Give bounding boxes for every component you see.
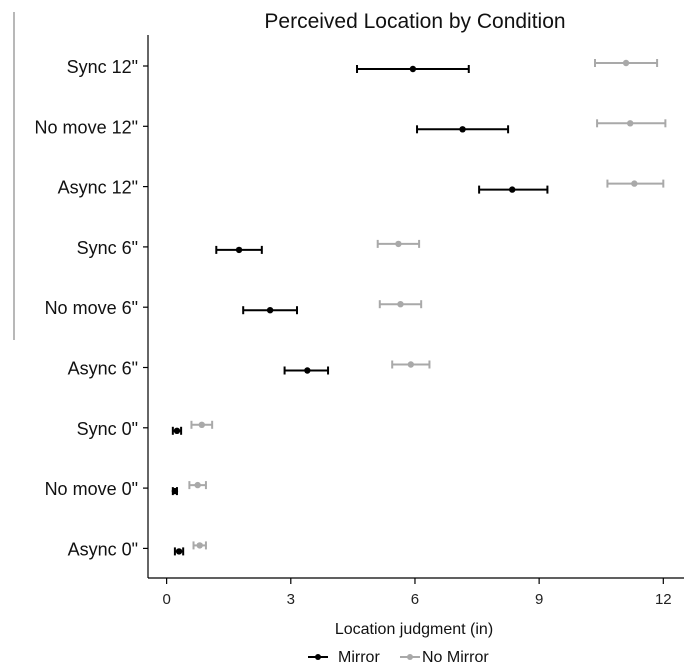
no-mirror-point [622, 59, 630, 67]
mirror-point [266, 307, 274, 314]
mirror-point [304, 367, 311, 374]
no-mirror-point [395, 240, 402, 248]
plot-area: Sync 12" No move 12" Async 12" Sync 6" No mo… [35, 35, 684, 608]
legend-item-no-mirror: No Mirror [400, 649, 489, 666]
no-mirror-point [196, 542, 203, 549]
mirror-errorbar-group [283, 366, 330, 375]
category-label: Async 0" [68, 539, 138, 559]
category-labels: Sync 12" No move 12" Async 12" Sync 6" No mo… [35, 57, 148, 559]
x-tick-label: 6 [411, 591, 419, 608]
x-axis-title: Location judgment (in) [335, 621, 493, 638]
x-tick-label: 9 [535, 591, 543, 608]
x-axis-ticks: 0 3 6 9 12 [162, 578, 672, 608]
no-mirror-legend-marker [407, 654, 413, 660]
category-label: No move 0" [45, 479, 138, 499]
category-label: Async 12" [58, 178, 138, 198]
no-mirror-legend-label: No Mirror [422, 649, 489, 666]
mirror-errorbar-group [242, 306, 299, 315]
no-mirror-errorbar-group [188, 481, 207, 490]
x-tick-label: 0 [162, 591, 170, 608]
legend-item-mirror: Mirror [308, 649, 380, 666]
chart-title: Perceived Location by Condition [264, 10, 565, 33]
mirror-point [173, 427, 181, 434]
mirror-point [459, 126, 466, 133]
no-mirror-point [631, 180, 638, 187]
no-mirror-point [407, 361, 415, 368]
mirror-errorbar-group [478, 185, 549, 194]
mirror-errorbar-group [416, 125, 510, 134]
category-label: Async 6" [68, 359, 138, 379]
no-mirror-errorbar-group [378, 300, 423, 309]
category-label: No move 12" [35, 117, 138, 137]
mirror-errorbar-group [215, 245, 263, 254]
mirror-errorbar-group [171, 487, 179, 496]
x-tick-label: 3 [287, 591, 295, 608]
mirror-legend-label: Mirror [338, 649, 380, 666]
category-label: Sync 12" [67, 57, 138, 77]
no-mirror-errorbar-group [606, 179, 665, 188]
no-mirror-errorbar-group [190, 420, 214, 429]
x-tick-label: 12 [655, 591, 672, 608]
category-label: Sync 0" [77, 419, 138, 439]
no-mirror-point [194, 481, 201, 489]
mirror-point [235, 246, 243, 254]
no-mirror-errorbar-group [192, 541, 207, 550]
mirror-errorbar-group [171, 426, 183, 435]
mirror-errorbar-group [356, 65, 470, 73]
series-layer [171, 59, 667, 556]
mirror-point [509, 186, 516, 193]
no-mirror-errorbar-group [391, 360, 431, 369]
category-label: No move 6" [45, 298, 138, 318]
no-mirror-errorbar-group [376, 239, 421, 248]
no-mirror-point [397, 301, 404, 308]
no-mirror-point [626, 120, 634, 127]
no-mirror-errorbar-group [594, 59, 659, 67]
mirror-point [175, 548, 183, 555]
legend: Mirror No Mirror [308, 649, 489, 666]
category-label: Sync 6" [77, 238, 138, 258]
no-mirror-point [198, 421, 206, 428]
mirror-errorbar-group [173, 547, 185, 556]
mirror-point [171, 487, 179, 495]
mirror-point [409, 65, 417, 73]
no-mirror-errorbar-group [596, 119, 667, 128]
mirror-legend-marker [315, 654, 321, 660]
